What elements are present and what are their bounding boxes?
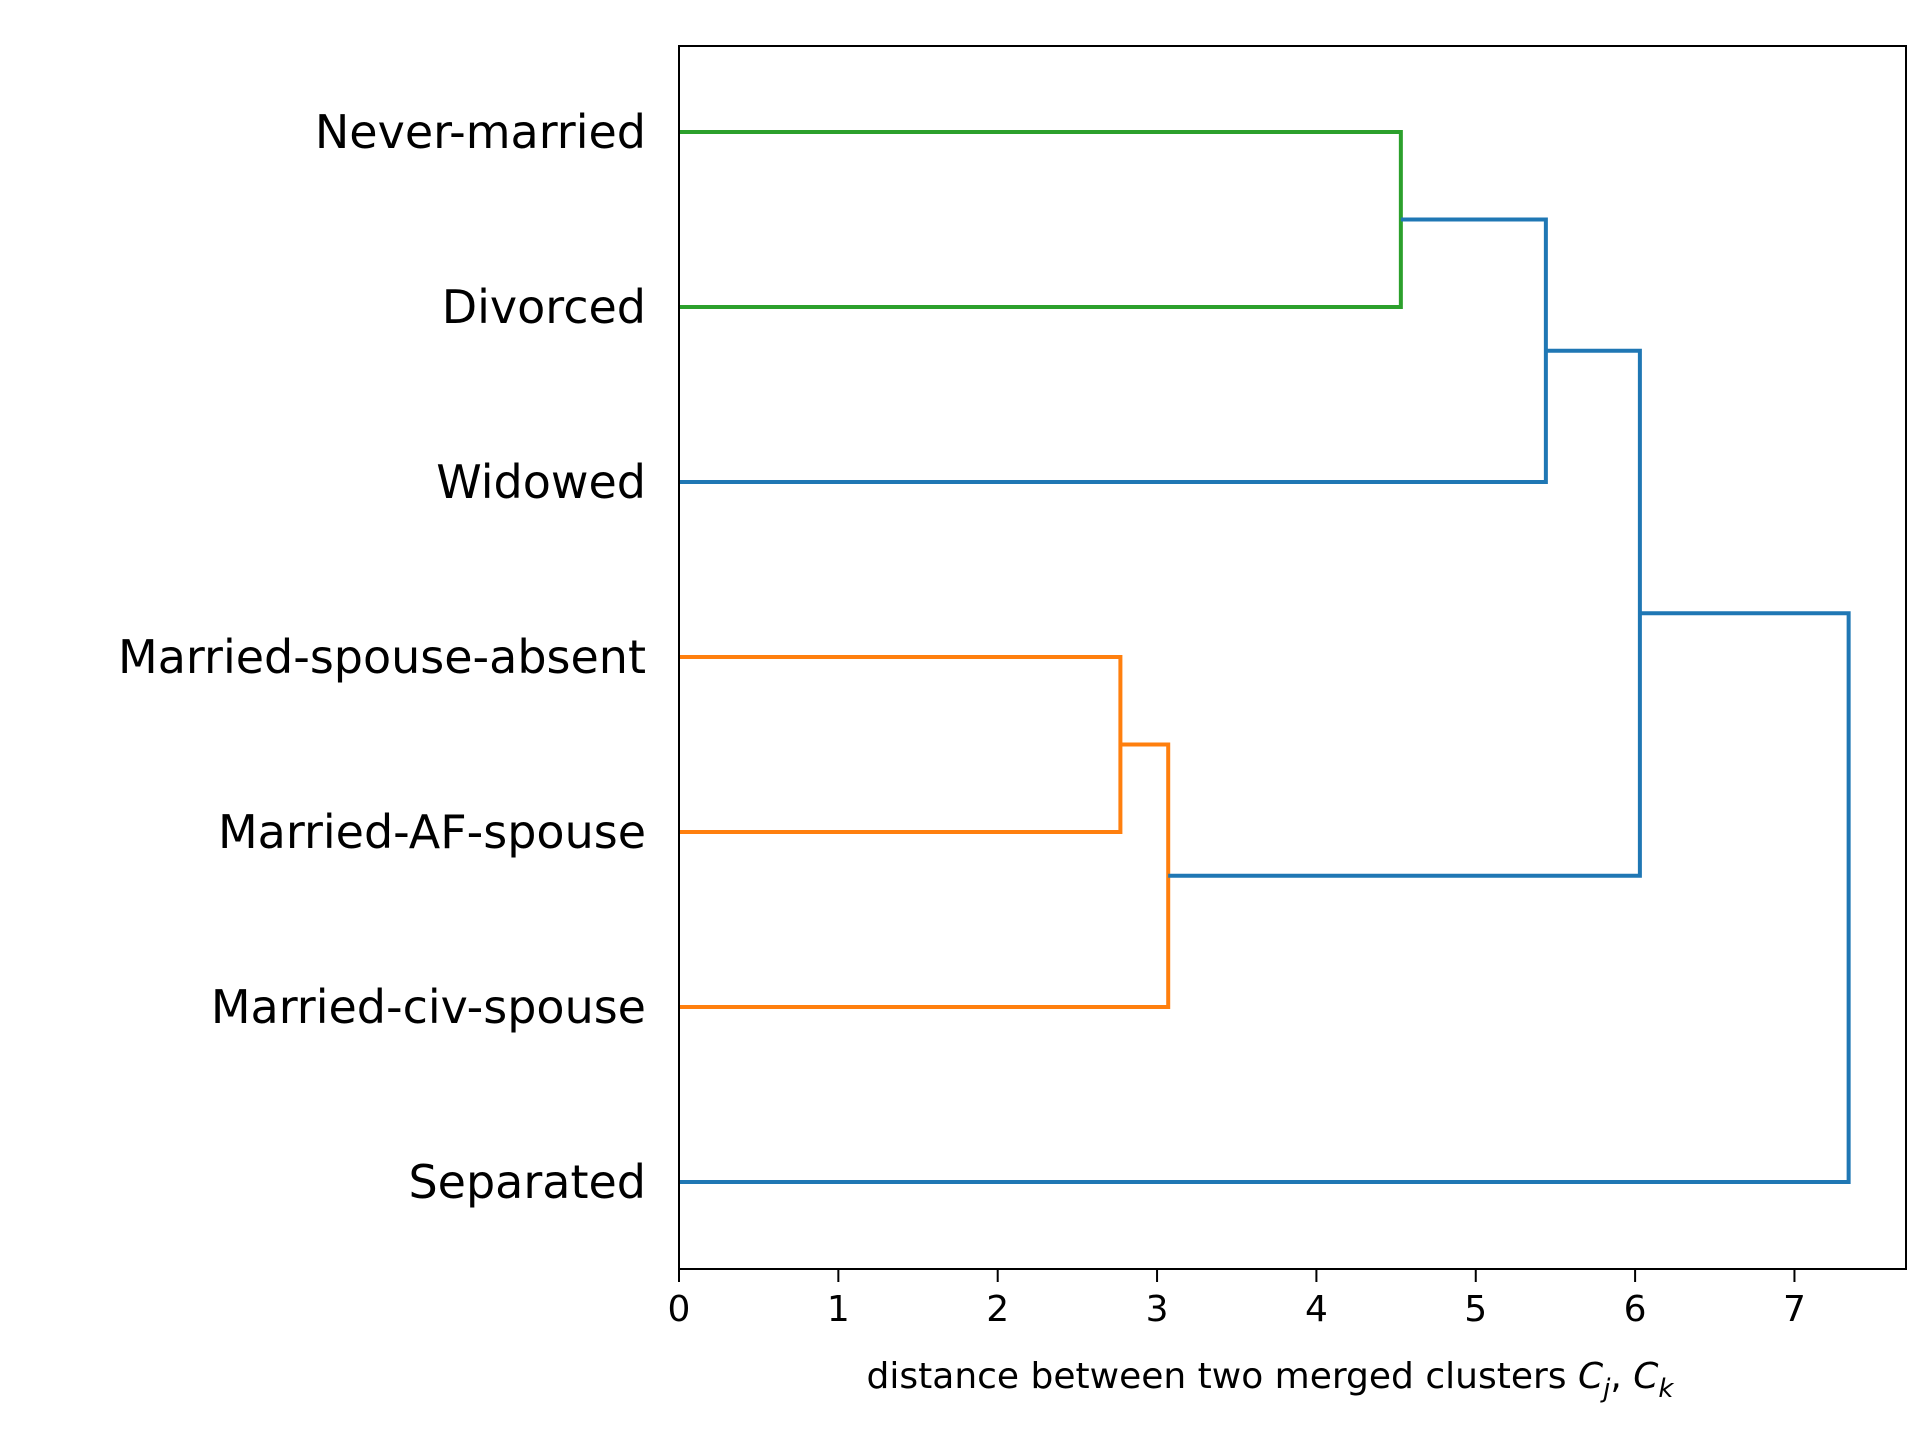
leaf-label-married-af-spouse: Married-AF-spouse [218, 805, 646, 859]
x-axis-label-sep: , [1610, 1356, 1633, 1397]
link-c3 [679, 655, 1123, 834]
x-tick-label-3: 3 [1146, 1289, 1169, 1330]
x-axis-label-symbol-2: C [1633, 1356, 1659, 1397]
leaf-labels: Never-married Divorced Widowed Married-spou… [118, 105, 646, 1209]
x-axis-label-text: distance between two merged clusters [867, 1356, 1578, 1397]
x-tick-label-4: 4 [1305, 1289, 1328, 1330]
link-c6 [679, 611, 1851, 1184]
leaf-label-never-married: Never-married [315, 105, 646, 159]
leaf-label-married-civ-spouse: Married-civ-spouse [211, 980, 646, 1034]
x-tick-label-6: 6 [1624, 1289, 1647, 1330]
leaf-label-separated: Separated [408, 1155, 646, 1209]
x-tick-label-0: 0 [668, 1289, 691, 1330]
x-axis-label: distance between two merged clusters Cj​… [867, 1356, 1675, 1404]
leaf-label-widowed: Widowed [436, 455, 646, 509]
leaf-label-divorced: Divorced [442, 280, 646, 334]
x-tick-label-1: 1 [827, 1289, 850, 1330]
x-axis-label-symbol-0: C [1578, 1356, 1604, 1397]
x-axis-ticks: 0 1 2 3 4 5 6 7 [668, 1269, 1806, 1330]
leaf-label-married-spouse-absent: Married-spouse-absent [118, 630, 646, 684]
plot-frame [678, 45, 1907, 1270]
x-axis-label-subscript-0: j [1600, 1374, 1611, 1404]
x-axis-label-subscript-2: k [1658, 1374, 1674, 1404]
x-tick-label-5: 5 [1464, 1289, 1487, 1330]
x-tick-label-2: 2 [986, 1289, 1009, 1330]
link-c5 [1168, 348, 1642, 878]
x-tick-label-7: 7 [1783, 1289, 1806, 1330]
dendrogram-links [679, 130, 1851, 1184]
